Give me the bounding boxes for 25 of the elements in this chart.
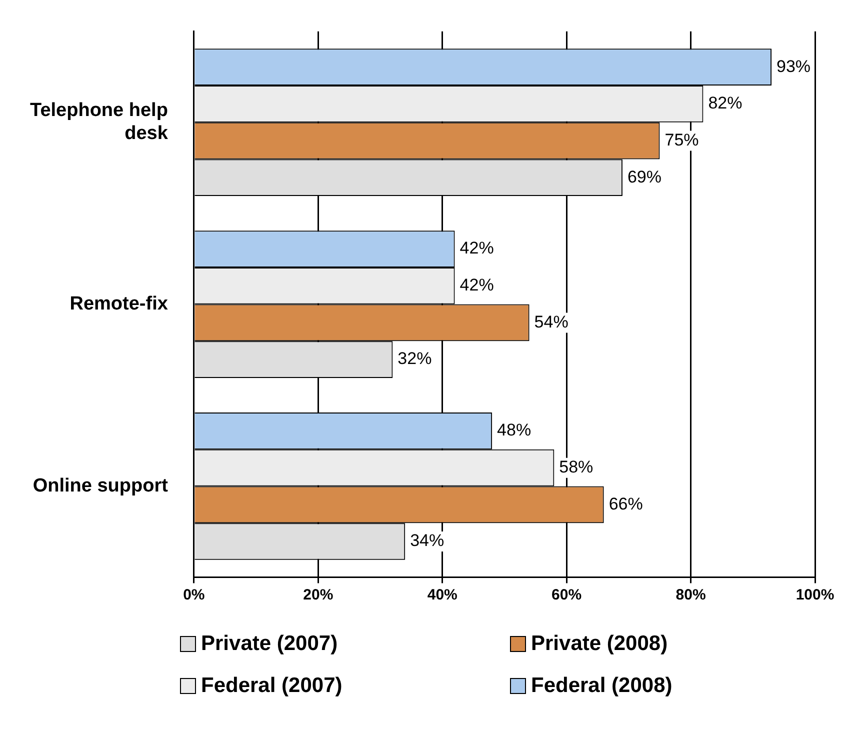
x-tick-label: 20% bbox=[303, 586, 334, 604]
text: 58% bbox=[559, 458, 594, 476]
text: 42% bbox=[460, 276, 494, 295]
text: 66% bbox=[608, 494, 643, 514]
legend-label: Federal (2008) bbox=[531, 674, 672, 698]
text: 75% bbox=[664, 130, 699, 150]
x-tick-label: 60% bbox=[552, 586, 582, 604]
text: 34% bbox=[410, 531, 444, 550]
text: 93% bbox=[776, 56, 811, 76]
legend-label: Private (2008) bbox=[531, 632, 668, 656]
x-tick-label: 100% bbox=[796, 586, 834, 604]
text: 32% bbox=[398, 349, 432, 368]
y-tick-label: Remote-fix bbox=[70, 294, 168, 315]
x-tick-label: 40% bbox=[427, 586, 458, 604]
legend-label: Federal (2007) bbox=[201, 674, 342, 698]
x-tick-label: 80% bbox=[676, 586, 706, 604]
y-tick-label: Telephone help desk bbox=[30, 100, 168, 144]
y-tick-label: Online support bbox=[32, 475, 169, 496]
text: 42% bbox=[460, 238, 494, 258]
text: 82% bbox=[708, 94, 742, 113]
x-tick-label: 0% bbox=[183, 586, 205, 604]
text: 54% bbox=[534, 312, 568, 332]
text: 69% bbox=[627, 167, 662, 186]
text: 48% bbox=[497, 420, 532, 440]
legend-label: Private (2007) bbox=[201, 632, 338, 656]
